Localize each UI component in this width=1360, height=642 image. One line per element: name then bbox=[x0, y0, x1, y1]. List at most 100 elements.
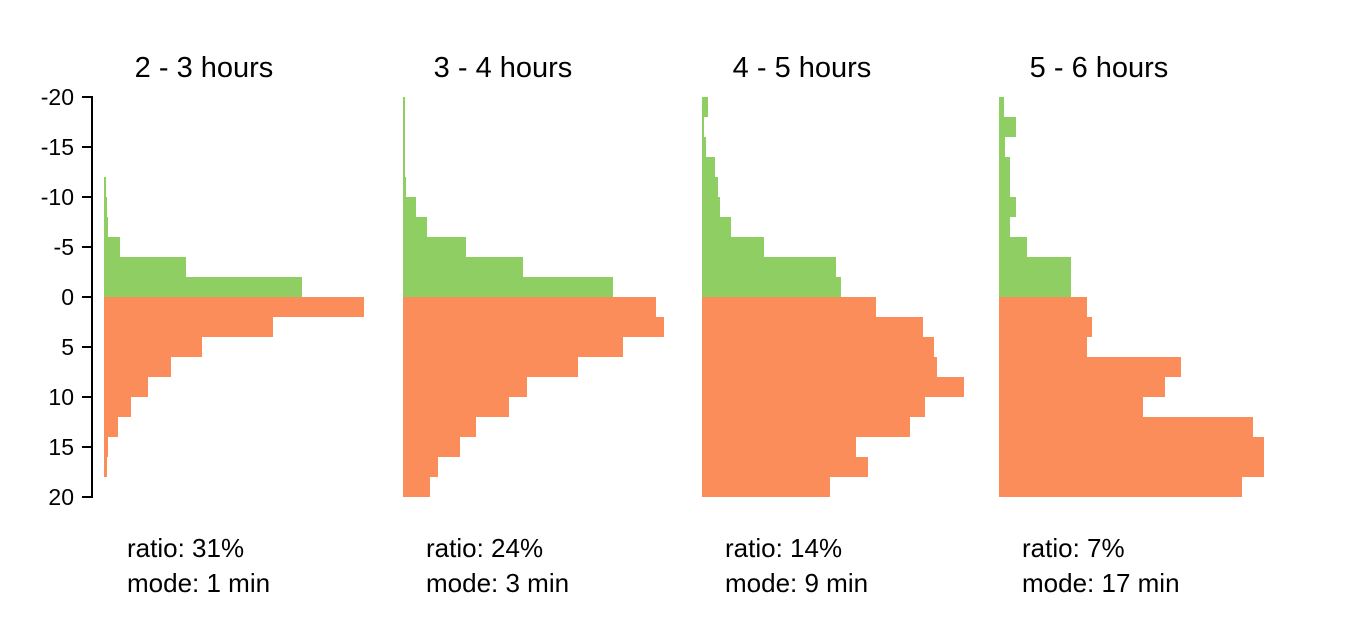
late-histogram-bar bbox=[104, 457, 107, 477]
early-histogram-bar bbox=[702, 137, 706, 157]
panel-caption: ratio: 14% mode: 9 min bbox=[725, 531, 868, 601]
early-histogram-bar bbox=[702, 217, 731, 237]
mode-label: mode: 17 min bbox=[1022, 568, 1180, 598]
late-histogram-bar bbox=[104, 417, 118, 437]
panel-caption: ratio: 31% mode: 1 min bbox=[127, 531, 270, 601]
late-histogram-bar bbox=[702, 437, 856, 457]
early-histogram-bar bbox=[104, 177, 106, 197]
late-histogram-bar bbox=[104, 397, 131, 417]
y-tick bbox=[82, 96, 92, 98]
early-histogram-bar bbox=[403, 277, 613, 297]
histogram-plot bbox=[702, 97, 974, 497]
early-histogram-bar bbox=[702, 177, 718, 197]
y-tick bbox=[82, 146, 92, 148]
early-histogram-bar bbox=[999, 257, 1071, 277]
histogram-plot bbox=[104, 97, 376, 497]
late-histogram-bar bbox=[999, 417, 1253, 437]
early-histogram-bar bbox=[403, 117, 405, 137]
y-tick bbox=[82, 496, 92, 498]
late-histogram-bar bbox=[999, 377, 1165, 397]
early-histogram-bar bbox=[702, 97, 708, 117]
early-histogram-bar bbox=[999, 277, 1071, 297]
early-histogram-bar bbox=[104, 237, 120, 257]
late-histogram-bar bbox=[999, 457, 1264, 477]
panel-caption: ratio: 7% mode: 17 min bbox=[1022, 531, 1180, 601]
early-histogram-bar bbox=[403, 197, 416, 217]
y-tick bbox=[82, 446, 92, 448]
late-histogram-bar bbox=[104, 297, 364, 317]
late-histogram-bar bbox=[403, 357, 578, 377]
late-histogram-bar bbox=[702, 297, 876, 317]
late-histogram-bar bbox=[999, 317, 1092, 337]
y-tick-label: -5 bbox=[53, 234, 74, 260]
early-histogram-bar bbox=[403, 177, 406, 197]
y-tick bbox=[82, 346, 92, 348]
panel-title: 3 - 4 hours bbox=[433, 52, 573, 84]
early-histogram-bar bbox=[104, 217, 108, 237]
y-tick bbox=[82, 196, 92, 198]
panel-5-6-hours: 5 - 6 hours ratio: 7% mode: 17 min bbox=[999, 0, 1271, 642]
late-histogram-bar bbox=[403, 417, 476, 437]
late-histogram-bar bbox=[403, 437, 460, 457]
early-histogram-bar bbox=[999, 217, 1010, 237]
late-histogram-bar bbox=[104, 377, 148, 397]
ratio-label: ratio: 24% bbox=[426, 533, 544, 563]
y-tick bbox=[82, 296, 92, 298]
early-histogram-bar bbox=[403, 217, 427, 237]
panel-2-3-hours: 2 - 3 hours ratio: 31% mode: 1 min bbox=[104, 0, 376, 642]
early-histogram-bar bbox=[104, 277, 302, 297]
early-histogram-bar bbox=[104, 257, 186, 277]
late-histogram-bar bbox=[999, 357, 1181, 377]
panel-title: 4 - 5 hours bbox=[732, 52, 872, 84]
panel-4-5-hours: 4 - 5 hours ratio: 14% mode: 9 min bbox=[702, 0, 974, 642]
late-histogram-bar bbox=[403, 477, 430, 497]
late-histogram-bar bbox=[403, 377, 527, 397]
y-tick-label: 0 bbox=[61, 284, 74, 310]
late-histogram-bar bbox=[999, 437, 1264, 457]
mode-label: mode: 1 min bbox=[127, 568, 271, 598]
panel-title: 2 - 3 hours bbox=[134, 52, 274, 84]
y-tick-label: -15 bbox=[40, 134, 74, 160]
y-tick-label: 20 bbox=[48, 484, 74, 510]
y-tick-label: -20 bbox=[40, 84, 74, 110]
late-histogram-bar bbox=[702, 457, 868, 477]
late-histogram-bar bbox=[403, 397, 509, 417]
early-histogram-bar bbox=[999, 177, 1010, 197]
ratio-label: ratio: 14% bbox=[725, 533, 843, 563]
early-histogram-bar bbox=[702, 257, 836, 277]
early-histogram-bar bbox=[403, 237, 466, 257]
late-histogram-bar bbox=[702, 417, 910, 437]
panel-caption: ratio: 24% mode: 3 min bbox=[426, 531, 569, 601]
early-histogram-bar bbox=[403, 157, 405, 177]
late-histogram-bar bbox=[999, 337, 1087, 357]
early-histogram-bar bbox=[104, 197, 107, 217]
late-histogram-bar bbox=[403, 337, 623, 357]
early-histogram-bar bbox=[403, 137, 405, 157]
late-histogram-bar bbox=[104, 337, 202, 357]
early-histogram-bar bbox=[702, 157, 715, 177]
y-tick bbox=[82, 246, 92, 248]
late-histogram-bar bbox=[403, 317, 664, 337]
late-histogram-bar bbox=[403, 457, 438, 477]
late-histogram-bar bbox=[104, 357, 171, 377]
early-histogram-bar bbox=[702, 117, 704, 137]
early-histogram-bar bbox=[999, 137, 1005, 157]
y-tick bbox=[82, 396, 92, 398]
late-histogram-bar bbox=[702, 357, 937, 377]
late-histogram-bar bbox=[702, 337, 934, 357]
ratio-label: ratio: 31% bbox=[127, 533, 245, 563]
late-histogram-bar bbox=[702, 377, 964, 397]
y-tick-label: 10 bbox=[48, 384, 74, 410]
late-histogram-bar bbox=[999, 397, 1143, 417]
mode-label: mode: 3 min bbox=[426, 568, 570, 598]
ratio-label: ratio: 7% bbox=[1022, 533, 1125, 563]
early-histogram-bar bbox=[403, 257, 523, 277]
early-histogram-bar bbox=[999, 157, 1010, 177]
mode-label: mode: 9 min bbox=[725, 568, 869, 598]
early-histogram-bar bbox=[999, 97, 1004, 117]
early-histogram-bar bbox=[999, 197, 1016, 217]
late-histogram-bar bbox=[104, 317, 273, 337]
early-histogram-bar bbox=[702, 197, 720, 217]
y-tick-label: -10 bbox=[40, 184, 74, 210]
